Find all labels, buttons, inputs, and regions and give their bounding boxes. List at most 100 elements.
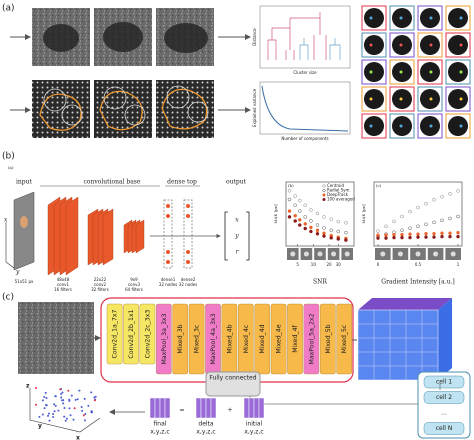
block-label: Mixed_5b [325, 324, 332, 353]
data-point [440, 231, 444, 235]
class-image [448, 89, 468, 109]
scatter-dot [69, 414, 72, 417]
vector-cell [205, 397, 212, 419]
sample-spot [415, 251, 421, 257]
scatter-dot [41, 399, 44, 402]
scatter-dot [60, 392, 63, 395]
block-label: Conv2d_2b_1x1 [128, 309, 135, 358]
data-point [315, 211, 320, 216]
data-point [384, 236, 388, 240]
class-image [448, 116, 468, 136]
plot-frame [285, 181, 355, 247]
net-heading: output [226, 179, 247, 186]
class-dot [369, 97, 373, 101]
data-point [309, 229, 313, 234]
scatter-dot [65, 417, 68, 420]
layer-block [270, 303, 287, 375]
layer-caption: 32 filters [91, 287, 109, 292]
operator: + [227, 407, 232, 414]
data-point [303, 222, 307, 226]
scatter-dot [93, 399, 96, 402]
scatter-dot [70, 394, 73, 397]
net-heading: convolutional base [84, 179, 141, 186]
vector-cell [258, 397, 265, 419]
scatter-dot [57, 409, 60, 412]
layer-block [188, 303, 205, 375]
data-point [329, 217, 333, 221]
connector [249, 380, 441, 405]
data-point [416, 205, 420, 210]
layer-caption: 51x51 px [15, 279, 34, 284]
plot-label: (b) [288, 183, 294, 188]
sub-label: (a) [8, 165, 14, 170]
network-diagram [5, 191, 250, 276]
data-point [315, 228, 320, 233]
data-point [293, 194, 297, 198]
layer-caption: 22x22 [94, 277, 107, 282]
layer-caption: 32 nodes [179, 282, 197, 287]
scatter-dot [63, 415, 66, 418]
layer-block [303, 303, 320, 375]
data-point [448, 216, 452, 221]
layer-caption: 32 nodes [159, 282, 177, 287]
axis-label: z [26, 383, 30, 390]
legend-label: Radial Sym. [327, 188, 351, 193]
data-point [432, 235, 436, 239]
layer-caption: dense1 [161, 277, 176, 282]
layer-block [336, 303, 353, 375]
data-point [344, 230, 348, 235]
x-tick-label: 10 [311, 262, 317, 267]
sample-spot [331, 251, 337, 257]
data-point [298, 218, 302, 222]
block-label: Mixed_5c [341, 324, 348, 353]
block-label: MaxPool_4a_3x3 [210, 313, 217, 364]
data-point [309, 219, 313, 223]
scatter-3d [29, 387, 101, 433]
data-point [400, 214, 404, 219]
vector-cell [253, 397, 260, 419]
data-point [315, 232, 320, 236]
data-point [416, 224, 420, 229]
layer-caption: conv3 [128, 282, 141, 287]
scatter-dot [41, 413, 44, 416]
x-tick-label: 20 [327, 262, 333, 267]
cell [423, 391, 465, 404]
scatter-dot [43, 407, 46, 410]
data-point [408, 232, 412, 236]
data-point [287, 209, 292, 213]
vector-cell [195, 397, 202, 419]
scatter-dot [84, 412, 87, 415]
data-point [322, 231, 326, 235]
x-tick-label: 0 [377, 262, 380, 267]
data-point [392, 219, 396, 224]
block-label: MaxPool_5a_2x2 [308, 313, 315, 364]
scatter-dot [47, 414, 50, 417]
cell [423, 375, 465, 389]
class-dot [369, 70, 373, 74]
cell-box [417, 371, 471, 439]
data-point [408, 235, 412, 240]
class-image [448, 8, 468, 28]
data-point [298, 209, 302, 213]
data-point [416, 232, 420, 236]
vector-name: delta [198, 421, 214, 428]
block-label: Mixed_4c [243, 324, 250, 353]
micrographs [10, 8, 251, 138]
data-point [440, 218, 444, 223]
data-point [456, 214, 460, 219]
vector-cell [159, 397, 166, 419]
data-point [287, 215, 292, 219]
scatter-dot [91, 411, 94, 414]
scatter-dot [68, 407, 71, 410]
data-point [329, 236, 333, 240]
vector-name: final [154, 421, 167, 428]
block-label: Mixed_4d [259, 324, 266, 353]
block-label: Mixed_4e [276, 324, 283, 353]
data-point [298, 198, 302, 203]
layer-block [320, 303, 336, 375]
class-grid [361, 5, 471, 139]
cell-label: cell 2 [436, 394, 452, 401]
micrograph [18, 302, 94, 374]
output-label: y [234, 233, 239, 240]
layer-caption: 48x48 [57, 277, 70, 282]
